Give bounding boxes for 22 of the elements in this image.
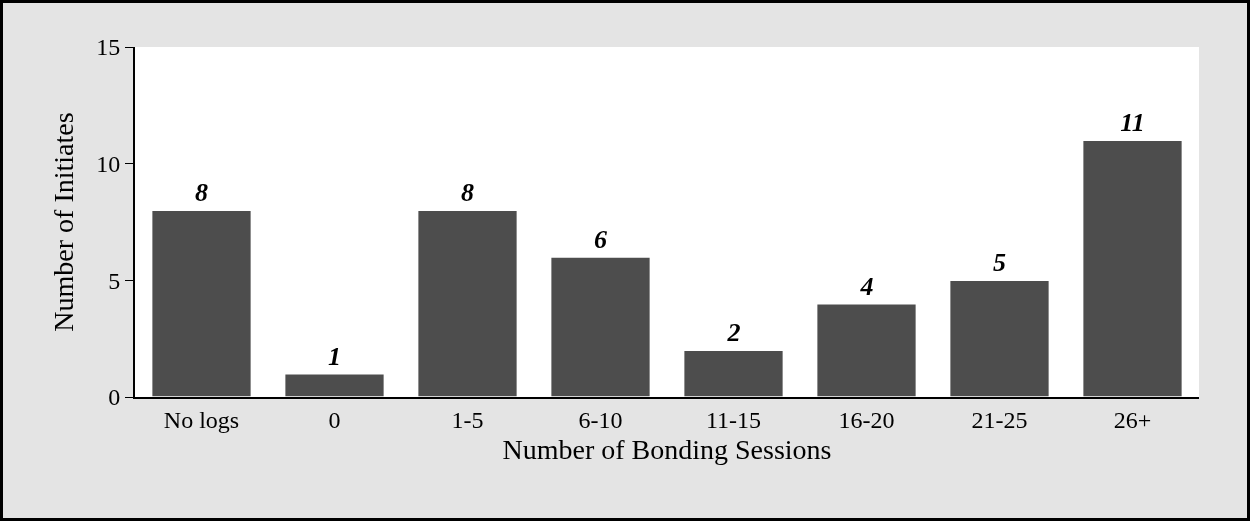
y-tick-label: 0: [108, 384, 121, 411]
data-label: 1: [328, 341, 342, 371]
y-axis-title: Number of Initiates: [48, 112, 80, 332]
x-axis-title: Number of Bonding Sessions: [502, 434, 832, 466]
data-label: 8: [195, 178, 209, 208]
x-tick-label: 6-10: [578, 406, 623, 433]
x-tick-label: 11-15: [705, 406, 762, 433]
data-label: 5: [993, 248, 1007, 278]
x-tick-label: 26+: [1113, 406, 1152, 433]
data-label: 11: [1120, 108, 1145, 138]
data-label: 4: [859, 271, 874, 301]
x-tick-label: 1-5: [451, 406, 484, 433]
x-tick-label: No logs: [163, 406, 240, 433]
data-label: 8: [461, 178, 475, 208]
x-tick-label: 0: [328, 406, 341, 433]
y-tick-label: 5: [108, 267, 121, 294]
data-label: 2: [726, 318, 741, 348]
x-tick-label: 16-20: [838, 406, 895, 433]
x-tick-label: 21-25: [971, 406, 1028, 433]
y-tick-label: 15: [96, 34, 121, 61]
y-tick-label: 10: [96, 151, 121, 178]
data-label: 6: [594, 225, 608, 254]
